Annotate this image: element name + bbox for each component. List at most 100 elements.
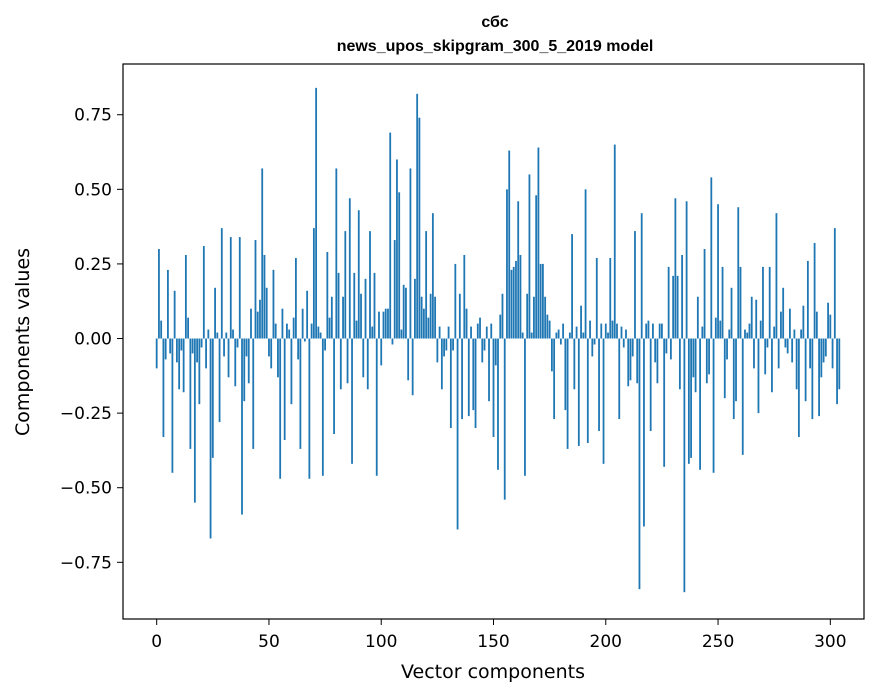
bar — [198, 338, 201, 405]
bar — [672, 275, 675, 339]
bar — [530, 332, 533, 339]
bar — [375, 338, 378, 476]
bar — [674, 198, 677, 339]
bar — [681, 254, 684, 339]
bar — [712, 338, 715, 473]
bar — [474, 338, 477, 429]
bar — [622, 338, 625, 348]
bar — [755, 299, 758, 339]
bar — [661, 323, 663, 339]
bar — [800, 329, 803, 339]
bar — [420, 296, 423, 339]
bar — [182, 338, 185, 393]
bar — [658, 323, 661, 339]
bar — [364, 278, 367, 339]
bar — [714, 317, 717, 339]
bar — [629, 338, 632, 381]
bar — [726, 338, 728, 360]
bar — [589, 320, 591, 339]
bar — [409, 168, 412, 339]
bar — [396, 159, 398, 339]
bar — [696, 296, 699, 339]
bar — [339, 338, 342, 390]
bar — [445, 338, 448, 351]
bar — [652, 323, 654, 339]
bar — [283, 338, 286, 440]
bar — [416, 93, 419, 339]
bar — [568, 332, 571, 339]
bar — [771, 338, 773, 393]
bar — [780, 311, 782, 339]
bar — [297, 338, 300, 360]
bar — [559, 338, 562, 345]
bar — [378, 311, 380, 339]
bar — [593, 338, 596, 345]
bar — [411, 338, 414, 396]
bar — [730, 287, 733, 339]
bar — [580, 305, 582, 339]
chart-title-line-1: сбс — [481, 14, 508, 31]
bar — [508, 150, 511, 339]
bar — [200, 338, 203, 348]
bar — [647, 320, 650, 339]
bar — [744, 329, 746, 339]
x-tick-label: 250 — [702, 632, 734, 652]
x-tick-label: 0 — [151, 632, 162, 652]
bar — [326, 251, 329, 339]
bar — [667, 266, 670, 339]
bar — [750, 296, 753, 339]
bar — [488, 338, 490, 402]
bar — [555, 332, 558, 339]
bar — [553, 338, 556, 420]
bar — [616, 323, 618, 339]
bar — [822, 338, 825, 363]
bar — [791, 338, 794, 363]
bar — [669, 338, 672, 360]
bar — [591, 338, 594, 357]
bar — [678, 338, 681, 390]
bar — [526, 293, 529, 339]
bar — [748, 323, 751, 339]
bar — [259, 299, 261, 339]
bar — [344, 231, 347, 339]
bar — [351, 338, 353, 464]
bar — [360, 293, 362, 339]
bar — [193, 338, 196, 503]
bar — [440, 338, 443, 390]
bar — [277, 338, 279, 378]
bar — [234, 338, 237, 387]
bar — [521, 332, 524, 339]
bar — [366, 338, 369, 390]
bar — [295, 257, 297, 339]
bar — [746, 332, 749, 339]
bar — [241, 338, 243, 515]
bar — [804, 338, 807, 402]
bar — [510, 269, 513, 339]
bar — [721, 266, 724, 339]
bar — [279, 338, 282, 479]
bar — [398, 192, 401, 339]
bar — [708, 338, 710, 375]
bar — [602, 338, 605, 464]
bar — [492, 338, 495, 437]
bar — [216, 332, 219, 339]
bar — [236, 338, 239, 348]
bar — [501, 293, 504, 339]
bar — [243, 338, 246, 402]
bar — [328, 317, 331, 339]
bar — [631, 338, 634, 357]
bar — [169, 338, 172, 354]
bar — [703, 249, 706, 339]
bar — [333, 338, 335, 434]
x-tick-label: 200 — [590, 632, 622, 652]
bar — [384, 308, 387, 339]
bar — [824, 338, 827, 357]
bar — [831, 338, 834, 369]
bar — [789, 308, 791, 339]
bar — [218, 338, 221, 423]
bar — [699, 338, 701, 470]
bar — [281, 308, 284, 339]
bar — [211, 338, 214, 458]
bar — [324, 338, 326, 351]
